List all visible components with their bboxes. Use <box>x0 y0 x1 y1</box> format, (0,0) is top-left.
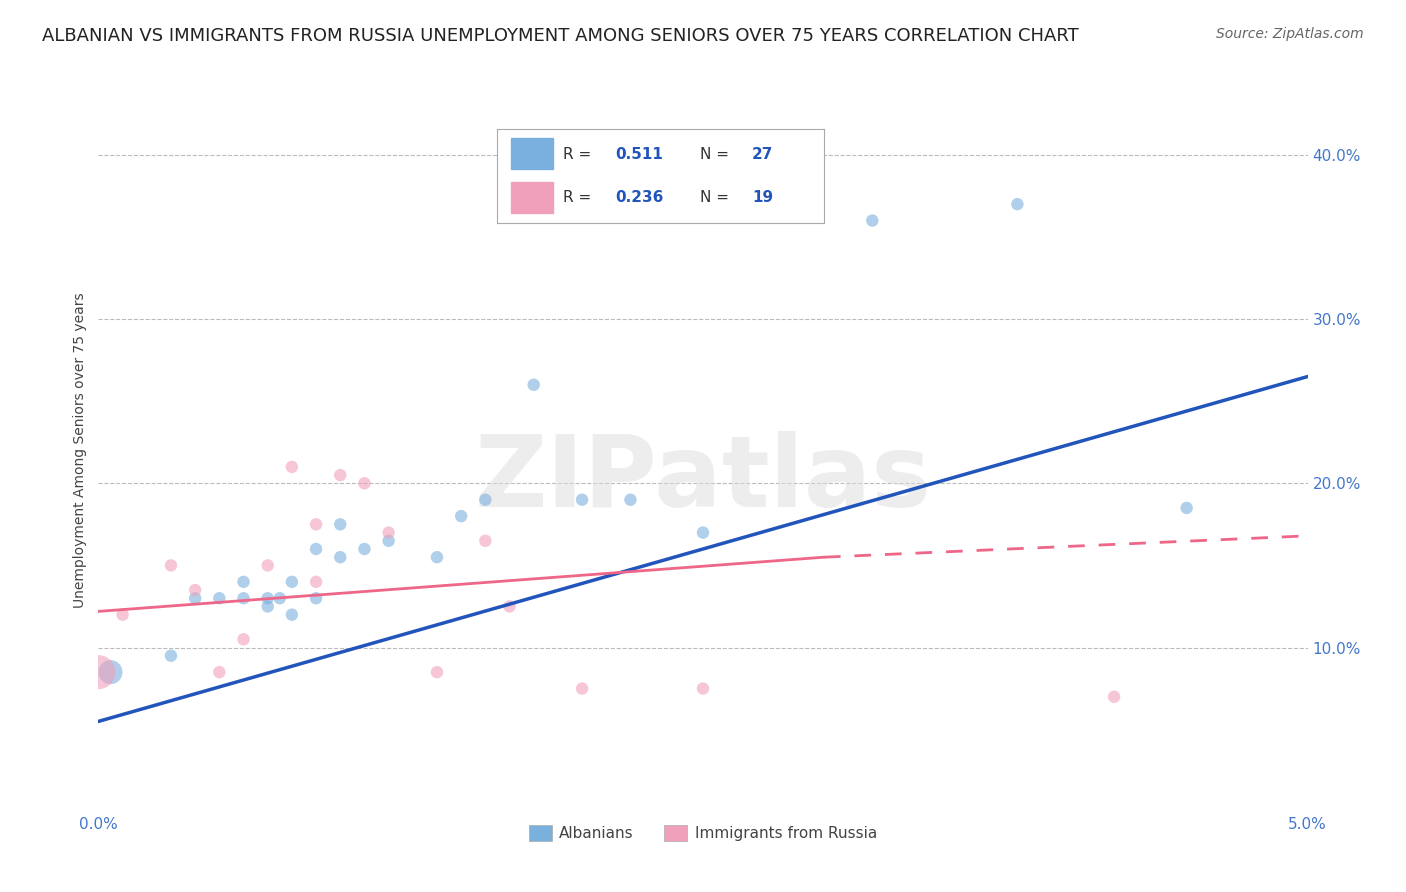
Point <box>692 525 714 540</box>
Point <box>329 468 352 483</box>
Point <box>160 558 183 573</box>
Point <box>87 665 110 680</box>
Point <box>353 476 375 491</box>
Point <box>474 492 496 507</box>
Point <box>619 492 641 507</box>
Point <box>256 558 278 573</box>
Point <box>377 525 399 540</box>
Point <box>571 492 593 507</box>
Point <box>256 599 278 614</box>
Point <box>305 541 328 556</box>
Point <box>232 574 254 589</box>
Point <box>571 681 593 696</box>
Point <box>450 509 472 524</box>
Point <box>111 607 134 622</box>
Point <box>184 582 207 597</box>
Legend: Albanians, Immigrants from Russia: Albanians, Immigrants from Russia <box>523 819 883 847</box>
Point <box>1175 500 1198 515</box>
Point <box>100 665 122 680</box>
Text: ALBANIAN VS IMMIGRANTS FROM RUSSIA UNEMPLOYMENT AMONG SENIORS OVER 75 YEARS CORR: ALBANIAN VS IMMIGRANTS FROM RUSSIA UNEMP… <box>42 27 1078 45</box>
Point <box>426 665 449 680</box>
Point <box>305 517 328 532</box>
Point <box>1007 197 1029 211</box>
Point <box>281 459 304 474</box>
Point <box>256 591 278 606</box>
Point <box>860 213 883 227</box>
Point <box>269 591 291 606</box>
Point <box>184 591 207 606</box>
Point <box>305 574 328 589</box>
Point <box>281 607 304 622</box>
Text: Source: ZipAtlas.com: Source: ZipAtlas.com <box>1216 27 1364 41</box>
Point <box>353 541 375 556</box>
Point <box>208 591 231 606</box>
Point <box>692 681 714 696</box>
Point <box>232 591 254 606</box>
Point <box>426 550 449 565</box>
Point <box>523 377 546 392</box>
Point <box>498 599 520 614</box>
Point <box>305 591 328 606</box>
Y-axis label: Unemployment Among Seniors over 75 years: Unemployment Among Seniors over 75 years <box>73 293 87 608</box>
Point <box>160 648 183 663</box>
Point <box>281 574 304 589</box>
Text: ZIPatlas: ZIPatlas <box>475 431 931 528</box>
Point <box>474 533 496 548</box>
Point <box>1102 690 1125 704</box>
Point <box>329 550 352 565</box>
Point <box>232 632 254 647</box>
Point <box>208 665 231 680</box>
Point <box>377 533 399 548</box>
Point <box>329 517 352 532</box>
